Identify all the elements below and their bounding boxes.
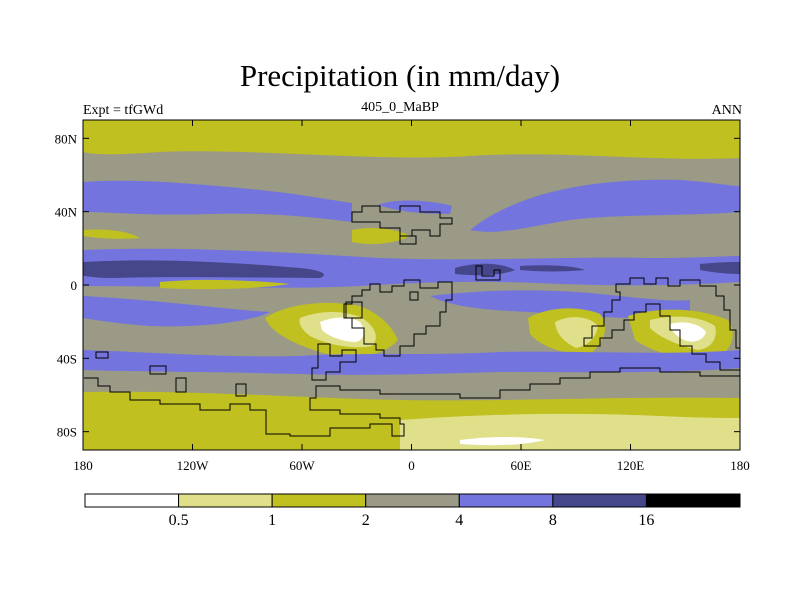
- nh-dry-2: [83, 229, 140, 239]
- itcz-core-indian: [520, 265, 585, 272]
- lat-tick-label: 0: [71, 278, 78, 293]
- island-west: [345, 301, 363, 319]
- island-small: [409, 291, 419, 301]
- lat-tick-label: 40N: [55, 205, 78, 220]
- colorbar-swatch: [458, 493, 554, 508]
- colorbar-swatch: [84, 493, 180, 508]
- island-sw-4: [175, 377, 187, 393]
- colorbar-label: 16: [638, 512, 654, 529]
- colorbar: 0.5 1 2 4 8 16: [84, 493, 741, 529]
- colorbar-label: 8: [549, 512, 557, 529]
- precip-field: [83, 120, 740, 450]
- island-sw-1: [95, 351, 109, 359]
- island-sw-3: [235, 383, 247, 397]
- lon-axis: 180 120W 60W 0 60E 120E 180: [73, 120, 750, 473]
- colorbar-swatch: [552, 493, 647, 508]
- antarctic-core: [460, 437, 545, 446]
- lat-tick-label: 40S: [57, 351, 77, 366]
- sh-dry-america-core: [320, 317, 364, 342]
- lat-tick-label: 80N: [55, 131, 78, 146]
- continent-outlines: [84, 205, 740, 437]
- colorbar-label: 0.5: [169, 512, 189, 529]
- lon-tick-label: 60W: [289, 458, 315, 473]
- antarctic-light: [400, 413, 740, 450]
- nh-stormtrack-atlantic: [470, 179, 740, 232]
- colorbar-swatch: [365, 493, 460, 508]
- chart-title: Precipitation (in mm/day): [239, 58, 561, 93]
- lon-tick-label: 180: [73, 458, 93, 473]
- time-label: 405_0_MaBP: [361, 100, 439, 115]
- continent-east: [583, 277, 740, 371]
- colorbar-label: 4: [455, 512, 463, 529]
- lon-tick-label: 180: [730, 458, 750, 473]
- nh-stormtrack-pacific: [83, 180, 352, 222]
- itcz-band: [83, 248, 740, 288]
- lon-tick-label: 120E: [617, 458, 645, 473]
- experiment-label: Expt = tfGWd: [83, 103, 164, 118]
- equatorial-dry: [160, 279, 290, 290]
- lon-tick-label: 120W: [177, 458, 210, 473]
- colorbar-label: 2: [362, 512, 370, 529]
- sh-dry-australia-core: [670, 322, 706, 342]
- sh-wet-indian: [430, 290, 690, 319]
- island-north: [399, 235, 417, 245]
- colorbar-swatch: [645, 493, 741, 508]
- itcz-core-pacific: [83, 260, 324, 278]
- sh-wet-west: [83, 296, 270, 327]
- lat-axis: 80N 40N 0 40S 80S: [55, 131, 740, 440]
- nh-dry-1: [352, 228, 410, 244]
- nh-blob-1: [378, 200, 452, 214]
- sh-dry-africa-light: [555, 317, 598, 348]
- island-sw-2: [149, 365, 167, 375]
- lat-tick-label: 80S: [57, 425, 77, 440]
- continent-south-small: [311, 343, 357, 381]
- colorbar-swatch: [271, 493, 367, 508]
- colorbar-label: 1: [268, 512, 276, 529]
- continent-south-band: [84, 367, 740, 437]
- lon-tick-label: 0: [408, 458, 415, 473]
- lon-tick-label: 60E: [511, 458, 532, 473]
- island-equator: [475, 265, 501, 281]
- colorbar-swatch: [178, 493, 273, 508]
- season-label: ANN: [711, 103, 742, 118]
- itcz-core-east: [700, 262, 740, 274]
- continent-africa-like: [343, 279, 453, 357]
- sh-stormtrack: [83, 350, 740, 375]
- arctic-band: [83, 120, 740, 159]
